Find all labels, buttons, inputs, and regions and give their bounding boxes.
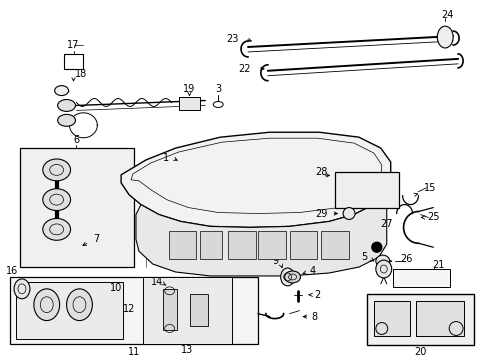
Ellipse shape: [58, 114, 75, 126]
Ellipse shape: [42, 219, 70, 240]
Ellipse shape: [66, 289, 92, 320]
Bar: [16, 282, 123, 339]
Bar: [366, 294, 473, 345]
Ellipse shape: [34, 289, 60, 320]
Text: 3: 3: [215, 84, 221, 94]
Text: 15: 15: [423, 183, 436, 193]
Text: 13: 13: [181, 345, 193, 355]
Text: 9: 9: [272, 256, 278, 266]
Text: 11: 11: [127, 347, 140, 357]
Text: 23: 23: [225, 34, 238, 44]
Polygon shape: [121, 132, 390, 228]
Text: 28: 28: [314, 167, 327, 177]
Ellipse shape: [343, 208, 354, 220]
Bar: [228, 231, 255, 259]
Text: 12: 12: [122, 304, 135, 314]
Bar: [190, 294, 208, 325]
Text: 22: 22: [237, 64, 250, 74]
Ellipse shape: [375, 255, 389, 267]
Text: 27: 27: [380, 219, 392, 229]
Ellipse shape: [375, 260, 391, 278]
Text: 8: 8: [311, 312, 317, 321]
Text: 20: 20: [413, 347, 426, 357]
Text: 5: 5: [360, 252, 366, 262]
Text: 19: 19: [183, 84, 195, 94]
Bar: [392, 269, 449, 287]
Text: 18: 18: [75, 69, 87, 79]
Bar: [20, 148, 134, 267]
Bar: [163, 289, 176, 330]
Ellipse shape: [284, 271, 300, 283]
Text: 25: 25: [426, 212, 439, 222]
Text: 26: 26: [400, 254, 412, 264]
Ellipse shape: [280, 268, 294, 286]
Bar: [200, 231, 222, 259]
Ellipse shape: [42, 159, 70, 181]
Text: 14: 14: [150, 277, 163, 287]
Ellipse shape: [436, 26, 452, 48]
Text: 24: 24: [440, 10, 452, 20]
Circle shape: [371, 242, 381, 252]
Bar: [178, 96, 200, 111]
Ellipse shape: [55, 86, 68, 95]
Ellipse shape: [58, 99, 75, 111]
Text: 10: 10: [110, 283, 122, 293]
Bar: [257, 231, 285, 259]
Text: 2: 2: [314, 290, 320, 300]
Text: 1: 1: [163, 153, 168, 163]
Text: 7: 7: [93, 234, 99, 244]
Bar: [289, 231, 317, 259]
Bar: [321, 231, 348, 259]
Text: 4: 4: [309, 266, 315, 276]
Bar: [10, 277, 257, 345]
Text: 29: 29: [314, 208, 327, 219]
Polygon shape: [136, 192, 386, 276]
Bar: [142, 277, 232, 345]
Text: 21: 21: [431, 260, 444, 270]
Bar: [373, 301, 409, 337]
Text: 16: 16: [6, 266, 18, 276]
Ellipse shape: [14, 279, 30, 299]
Text: 6: 6: [73, 135, 80, 145]
Bar: [168, 231, 196, 259]
Text: 17: 17: [67, 40, 80, 50]
Ellipse shape: [42, 189, 70, 211]
Bar: [334, 172, 398, 208]
Bar: [416, 301, 463, 337]
